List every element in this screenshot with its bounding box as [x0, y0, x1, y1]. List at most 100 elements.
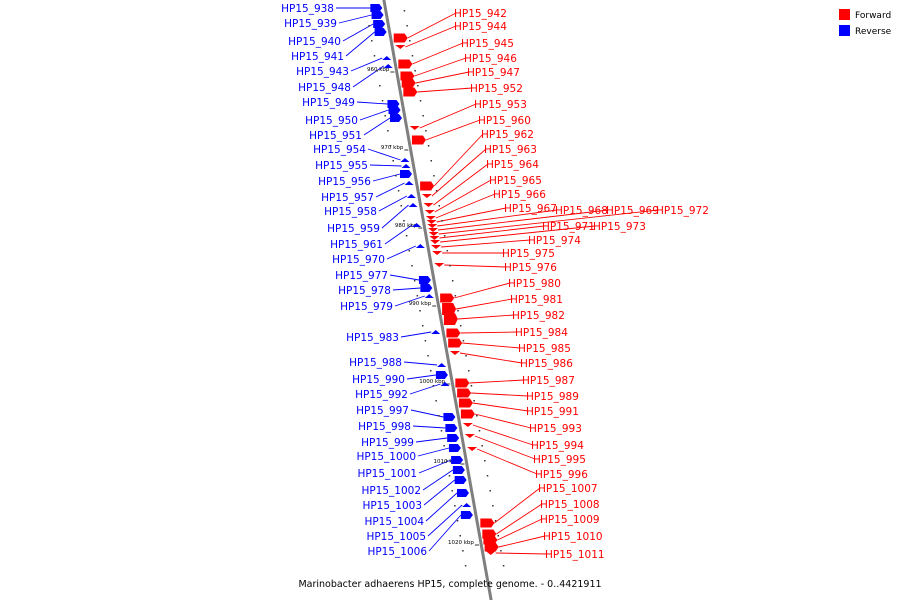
forward-gene-label: HP15_976: [504, 262, 557, 274]
track-dot: [395, 175, 397, 177]
forward-gene-leader: [472, 424, 534, 446]
reverse-gene-leader: [369, 164, 402, 167]
reverse-gene-label: HP15_979: [340, 301, 393, 313]
track-dot: [456, 520, 459, 522]
forward-gene-leader: [476, 448, 538, 475]
reverse-gene-feature: [447, 434, 460, 442]
track-dot: [425, 130, 427, 132]
forward-gene-feature: [427, 224, 438, 228]
reverse-gene-label: HP15_941: [291, 51, 344, 63]
track-dot: [433, 175, 435, 177]
reverse-gene-leader: [394, 295, 425, 307]
reverse-gene-feature: [382, 56, 392, 60]
track-dot: [414, 70, 416, 72]
forward-gene-leader: [459, 352, 523, 364]
reverse-gene-feature: [399, 170, 412, 178]
reverse-gene-feature: [460, 511, 473, 519]
forward-gene-leader: [439, 225, 545, 239]
reverse-gene-feature: [371, 11, 384, 19]
reverse-gene-label: HP15_1002: [361, 485, 421, 497]
scale-mark-label: 970 kbp: [381, 145, 404, 151]
forward-gene-feature: [442, 303, 457, 315]
reverse-gene-label: HP15_988: [349, 357, 402, 369]
forward-gene-label: HP15_969: [606, 205, 659, 217]
forward-gene-leader: [434, 179, 492, 213]
reverse-gene-label: HP15_977: [335, 270, 388, 282]
track-dot: [468, 370, 470, 372]
reverse-gene-label: HP15_990: [352, 374, 405, 386]
track-dot: [489, 490, 491, 492]
forward-gene-leader: [440, 239, 531, 248]
legend-reverse-swatch: [839, 25, 850, 36]
track-dot: [427, 355, 429, 357]
track-dot: [405, 235, 408, 237]
forward-gene-feature: [446, 328, 461, 338]
forward-gene-feature: [434, 263, 445, 267]
track-dot: [462, 340, 465, 342]
forward-gene-feature: [429, 236, 440, 240]
track-dot: [403, 10, 406, 12]
reverse-gene-leader: [410, 409, 444, 418]
reverse-gene-label: HP15_1004: [364, 516, 424, 528]
track-dot: [446, 460, 448, 462]
forward-gene-label: HP15_984: [515, 327, 568, 339]
reverse-gene-feature: [408, 203, 418, 207]
reverse-gene-feature: [452, 466, 465, 474]
track-dot: [500, 550, 502, 552]
forward-gene-leader: [435, 193, 496, 219]
reverse-gene-feature: [389, 114, 402, 122]
track-dot: [454, 505, 456, 507]
forward-gene-label: HP15_960: [478, 115, 531, 127]
reverse-gene-leader: [338, 14, 372, 24]
reverse-gene-label: HP15_950: [305, 115, 358, 127]
reverse-gene-leader: [392, 287, 421, 291]
reverse-gene-feature: [424, 294, 434, 298]
forward-gene-leader: [425, 119, 481, 141]
reverse-gene-leader: [415, 437, 448, 443]
forward-gene-label: HP15_974: [528, 235, 581, 247]
forward-gene-feature: [462, 423, 473, 427]
reverse-gene-leader: [400, 331, 432, 338]
track-dot: [443, 235, 446, 237]
legend-reverse-label: Reverse: [855, 27, 892, 37]
reverse-gene-label: HP15_961: [330, 239, 383, 251]
forward-gene-leader: [419, 103, 477, 129]
forward-gene-feature: [393, 33, 408, 43]
forward-gene-feature: [426, 220, 437, 224]
forward-gene-label: HP15_945: [461, 38, 514, 50]
forward-gene-feature: [398, 59, 413, 69]
forward-gene-feature: [400, 71, 415, 81]
reverse-gene-feature: [456, 489, 469, 497]
track-dot: [419, 100, 422, 102]
forward-gene-leader: [438, 209, 659, 235]
forward-gene-feature: [427, 228, 438, 232]
forward-gene-label: HP15_1007: [538, 483, 598, 495]
forward-gene-label: HP15_947: [467, 67, 520, 79]
genome-caption: Marinobacter adhaerens HP15, complete ge…: [298, 579, 601, 590]
track-dot: [446, 250, 449, 252]
track-dot: [427, 145, 430, 147]
legend: Forward Reverse: [839, 9, 892, 37]
label-leader-lines: [336, 7, 659, 555]
forward-gene-label: HP15_989: [526, 391, 579, 403]
forward-gene-label: HP15_1009: [540, 514, 600, 526]
track-dot: [457, 310, 459, 312]
forward-gene-leader: [405, 25, 457, 48]
forward-gene-label: HP15_952: [470, 83, 523, 95]
forward-gene-label: HP15_944: [454, 21, 507, 33]
track-dot: [476, 415, 478, 417]
track-dot: [492, 505, 494, 507]
track-dot: [416, 295, 419, 297]
forward-gene-label: HP15_996: [535, 469, 588, 481]
reverse-gene-label: HP15_1000: [356, 451, 416, 463]
scale-mark-label: 1000 kbp: [419, 379, 445, 385]
reverse-gene-feature: [388, 106, 401, 114]
reverse-gene-feature: [443, 413, 456, 421]
reverse-gene-label: HP15_943: [296, 66, 349, 78]
scale-ticks: 960 kbp 970 kbp 980 kbp 990 kbp 1000 kbp 1010…: [367, 10, 505, 567]
forward-gene-leader: [497, 518, 543, 541]
forward-gene-leader: [471, 392, 529, 397]
track-dot: [451, 280, 454, 282]
reverse-gene-feature: [374, 28, 387, 36]
forward-gene-label: HP15_982: [512, 310, 565, 322]
